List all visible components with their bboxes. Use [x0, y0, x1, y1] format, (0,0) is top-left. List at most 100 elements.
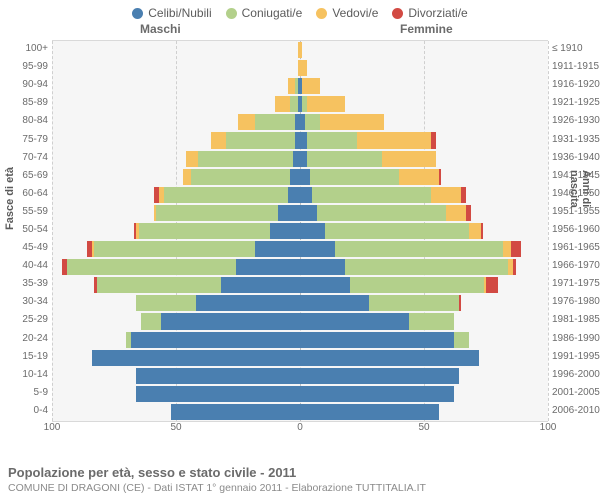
y-label-age: 80-84: [0, 116, 48, 126]
age-row: [52, 131, 548, 149]
age-row: [52, 222, 548, 240]
plot: [52, 40, 548, 422]
bar-segment: [469, 223, 481, 239]
bar-segment: [511, 241, 521, 257]
bar-male: [136, 368, 300, 384]
bar-segment: [198, 151, 292, 167]
age-row: [52, 276, 548, 294]
bar-female: [300, 277, 498, 293]
bar-segment: [255, 241, 300, 257]
header-male: Maschi: [140, 22, 181, 36]
bar-segment: [300, 386, 454, 402]
age-row: [52, 113, 548, 131]
bar-segment: [320, 114, 384, 130]
bar-male: [275, 96, 300, 112]
bar-male: [238, 114, 300, 130]
bar-segment: [211, 132, 226, 148]
y-label-birth: 2006-2010: [552, 406, 600, 416]
bar-segment: [221, 277, 300, 293]
y-label-birth: 1986-1990: [552, 334, 600, 344]
bar-male: [288, 78, 300, 94]
chart-subtitle: COMUNE DI DRAGONI (CE) - Dati ISTAT 1° g…: [8, 482, 426, 494]
bar-male: [134, 223, 300, 239]
bar-segment: [300, 241, 335, 257]
y-label-age: 55-59: [0, 207, 48, 217]
age-row: [52, 150, 548, 168]
bar-male: [94, 277, 300, 293]
bar-segment: [307, 96, 344, 112]
bar-segment: [369, 295, 458, 311]
bar-segment: [503, 241, 510, 257]
bar-segment: [288, 78, 295, 94]
x-ticks: 10050050100: [52, 422, 548, 436]
age-row: [52, 385, 548, 403]
age-row: [52, 95, 548, 113]
bar-segment: [226, 132, 295, 148]
age-row: [52, 59, 548, 77]
bar-segment: [307, 151, 381, 167]
bar-female: [300, 259, 516, 275]
x-tick-label: 100: [540, 422, 557, 433]
age-row: [52, 186, 548, 204]
x-tick-label: 50: [170, 422, 181, 433]
bar-segment: [196, 295, 300, 311]
bar-segment: [156, 205, 278, 221]
legend-label: Coniugati/e: [242, 6, 303, 20]
bar-segment: [171, 404, 300, 420]
bar-male: [183, 169, 300, 185]
y-label-birth: 1936-1940: [552, 153, 600, 163]
y-label-age: 90-94: [0, 80, 48, 90]
bar-segment: [136, 368, 300, 384]
bar-segment: [97, 277, 221, 293]
y-label-age: 100+: [0, 44, 48, 54]
y-label-birth: 1981-1985: [552, 315, 600, 325]
bar-segment: [409, 313, 454, 329]
y-label-age: 10-14: [0, 370, 48, 380]
chart-title: Popolazione per età, sesso e stato civil…: [8, 465, 426, 480]
bar-segment: [310, 169, 399, 185]
bar-segment: [275, 96, 290, 112]
bar-segment: [300, 404, 439, 420]
bar-segment: [446, 205, 466, 221]
y-label-age: 0-4: [0, 406, 48, 416]
age-row: [52, 77, 548, 95]
age-row: [52, 41, 548, 59]
footer: Popolazione per età, sesso e stato civil…: [8, 465, 426, 494]
bar-segment: [186, 151, 198, 167]
age-row: [52, 331, 548, 349]
y-label-birth: 1926-1930: [552, 116, 600, 126]
y-label-birth: 1951-1955: [552, 207, 600, 217]
bar-segment: [288, 187, 300, 203]
bar-male: [171, 404, 300, 420]
legend-swatch: [316, 8, 327, 19]
y-label-age: 70-74: [0, 153, 48, 163]
age-row: [52, 403, 548, 421]
y-label-age: 15-19: [0, 352, 48, 362]
bar-segment: [357, 132, 431, 148]
bar-segment: [300, 132, 307, 148]
bar-segment: [300, 259, 345, 275]
bar-segment: [139, 223, 270, 239]
legend-label: Divorziati/e: [408, 6, 467, 20]
bar-female: [300, 114, 384, 130]
bar-male: [186, 151, 300, 167]
bar-segment: [300, 332, 454, 348]
y-label-age: 25-29: [0, 315, 48, 325]
x-tick-label: 100: [44, 422, 61, 433]
legend-item: Coniugati/e: [226, 6, 303, 20]
bar-female: [300, 223, 483, 239]
bar-segment: [513, 259, 515, 275]
bar-segment: [136, 386, 300, 402]
bar-segment: [136, 295, 196, 311]
age-row: [52, 294, 548, 312]
y-label-birth: 2001-2005: [552, 388, 600, 398]
bar-female: [300, 295, 461, 311]
bar-segment: [466, 205, 471, 221]
x-tick-label: 0: [297, 422, 303, 433]
legend-item: Celibi/Nubili: [132, 6, 211, 20]
age-row: [52, 367, 548, 385]
bar-segment: [307, 132, 357, 148]
bar-female: [300, 350, 479, 366]
bar-segment: [312, 187, 431, 203]
bar-segment: [94, 241, 255, 257]
